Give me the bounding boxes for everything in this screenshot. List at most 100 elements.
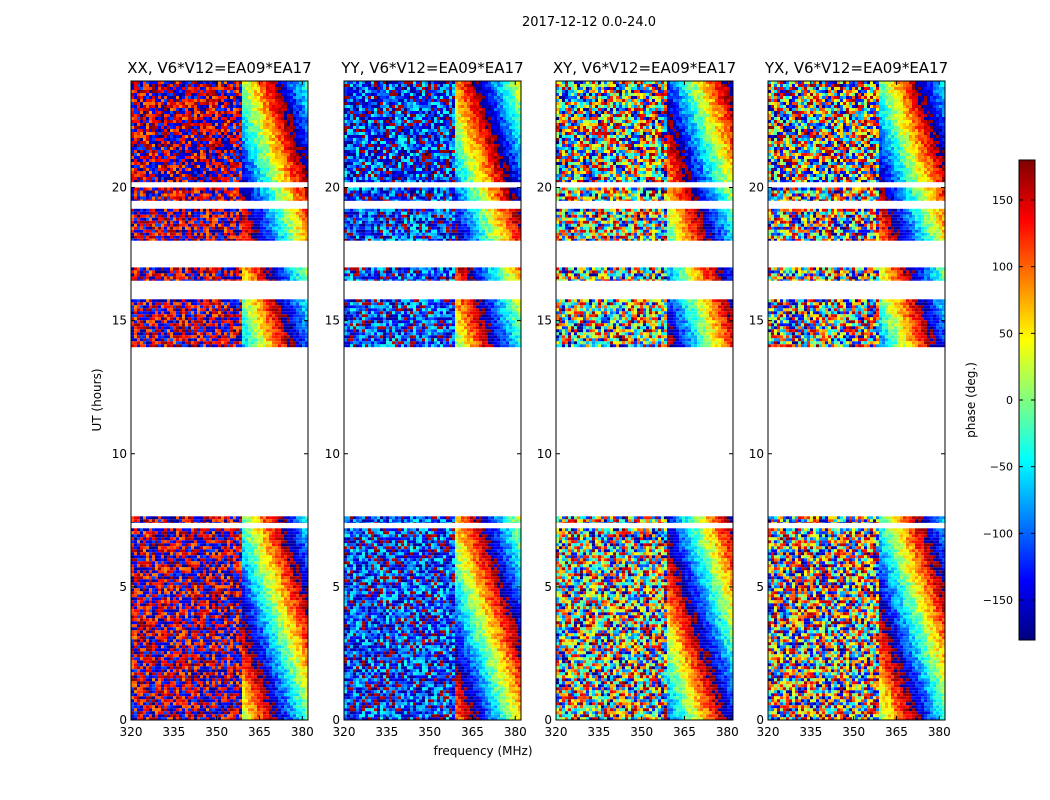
phase-cell <box>236 546 239 549</box>
phase-cell <box>296 537 299 540</box>
phase-cell <box>164 546 167 549</box>
phase-cell <box>182 558 185 561</box>
phase-cell <box>272 546 275 549</box>
phase-cell <box>188 546 191 549</box>
phase-cell <box>134 552 137 555</box>
phase-cell <box>176 564 179 567</box>
phase-cell <box>239 549 242 552</box>
phase-cell <box>230 561 233 564</box>
phase-cell <box>257 555 260 558</box>
phase-cell <box>191 570 194 573</box>
phase-cell <box>290 555 293 558</box>
phase-cell <box>197 534 200 537</box>
phase-cell <box>209 543 212 546</box>
phase-cell <box>287 537 290 540</box>
phase-cell <box>281 570 284 573</box>
phase-cell <box>200 540 203 543</box>
phase-cell <box>290 558 293 561</box>
phase-cell <box>284 570 287 573</box>
phase-cell <box>179 552 182 555</box>
phase-cell <box>152 552 155 555</box>
phase-cell <box>203 540 206 543</box>
phase-cell <box>227 552 230 555</box>
phase-cell <box>185 543 188 546</box>
phase-cell <box>185 537 188 540</box>
phase-cell <box>260 552 263 555</box>
phase-cell <box>233 552 236 555</box>
phase-cell <box>233 570 236 573</box>
phase-cell <box>224 543 227 546</box>
phase-cell <box>242 552 245 555</box>
phase-cell <box>185 558 188 561</box>
phase-cell <box>257 549 260 552</box>
phase-cell <box>197 561 200 564</box>
phase-cell <box>257 543 260 546</box>
phase-cell <box>257 534 260 537</box>
phase-cell <box>278 567 281 570</box>
phase-cell <box>263 555 266 558</box>
phase-cell <box>185 555 188 558</box>
phase-cell <box>137 573 140 576</box>
phase-cell <box>140 531 143 534</box>
phase-cell <box>257 567 260 570</box>
phase-cell <box>281 543 284 546</box>
phase-cell <box>263 531 266 534</box>
phase-cell <box>140 543 143 546</box>
phase-cell <box>185 546 188 549</box>
phase-cell <box>260 570 263 573</box>
phase-cell <box>191 531 194 534</box>
phase-cell <box>164 540 167 543</box>
phase-cell <box>257 561 260 564</box>
phase-cell <box>233 561 236 564</box>
phase-cell <box>287 558 290 561</box>
phase-cell <box>200 564 203 567</box>
phase-cell <box>155 537 158 540</box>
phase-cell <box>275 549 278 552</box>
phase-cell <box>257 564 260 567</box>
phase-cell <box>164 567 167 570</box>
phase-cell <box>260 528 263 531</box>
phase-cell <box>269 549 272 552</box>
phase-cell <box>272 570 275 573</box>
phase-cell <box>176 540 179 543</box>
phase-cell <box>179 531 182 534</box>
phase-cell <box>167 540 170 543</box>
phase-cell <box>167 555 170 558</box>
phase-cell <box>197 528 200 531</box>
phase-cell <box>203 555 206 558</box>
phase-cell <box>290 567 293 570</box>
phase-cell <box>254 567 257 570</box>
phase-cell <box>167 552 170 555</box>
phase-cell <box>281 546 284 549</box>
phase-cell <box>284 555 287 558</box>
phase-cell <box>239 558 242 561</box>
phase-cell <box>167 549 170 552</box>
phase-cell <box>164 537 167 540</box>
phase-cell <box>137 537 140 540</box>
phase-cell <box>212 567 215 570</box>
phase-cell <box>218 561 221 564</box>
phase-cell <box>137 558 140 561</box>
phase-cell <box>164 555 167 558</box>
phase-cell <box>158 531 161 534</box>
phase-cell <box>302 558 305 561</box>
phase-cell <box>185 549 188 552</box>
phase-cell <box>173 540 176 543</box>
phase-cell <box>254 540 257 543</box>
phase-cell <box>290 531 293 534</box>
phase-cell <box>245 555 248 558</box>
phase-cell <box>281 534 284 537</box>
phase-cell <box>197 564 200 567</box>
phase-cell <box>260 549 263 552</box>
phase-cell <box>167 558 170 561</box>
phase-cell <box>296 552 299 555</box>
phase-cell <box>299 540 302 543</box>
phase-cell <box>260 531 263 534</box>
phase-cell <box>137 546 140 549</box>
phase-cell <box>155 534 158 537</box>
phase-cell <box>257 546 260 549</box>
phase-cell <box>254 561 257 564</box>
phase-cell <box>170 567 173 570</box>
phase-cell <box>251 567 254 570</box>
phase-cell <box>239 552 242 555</box>
